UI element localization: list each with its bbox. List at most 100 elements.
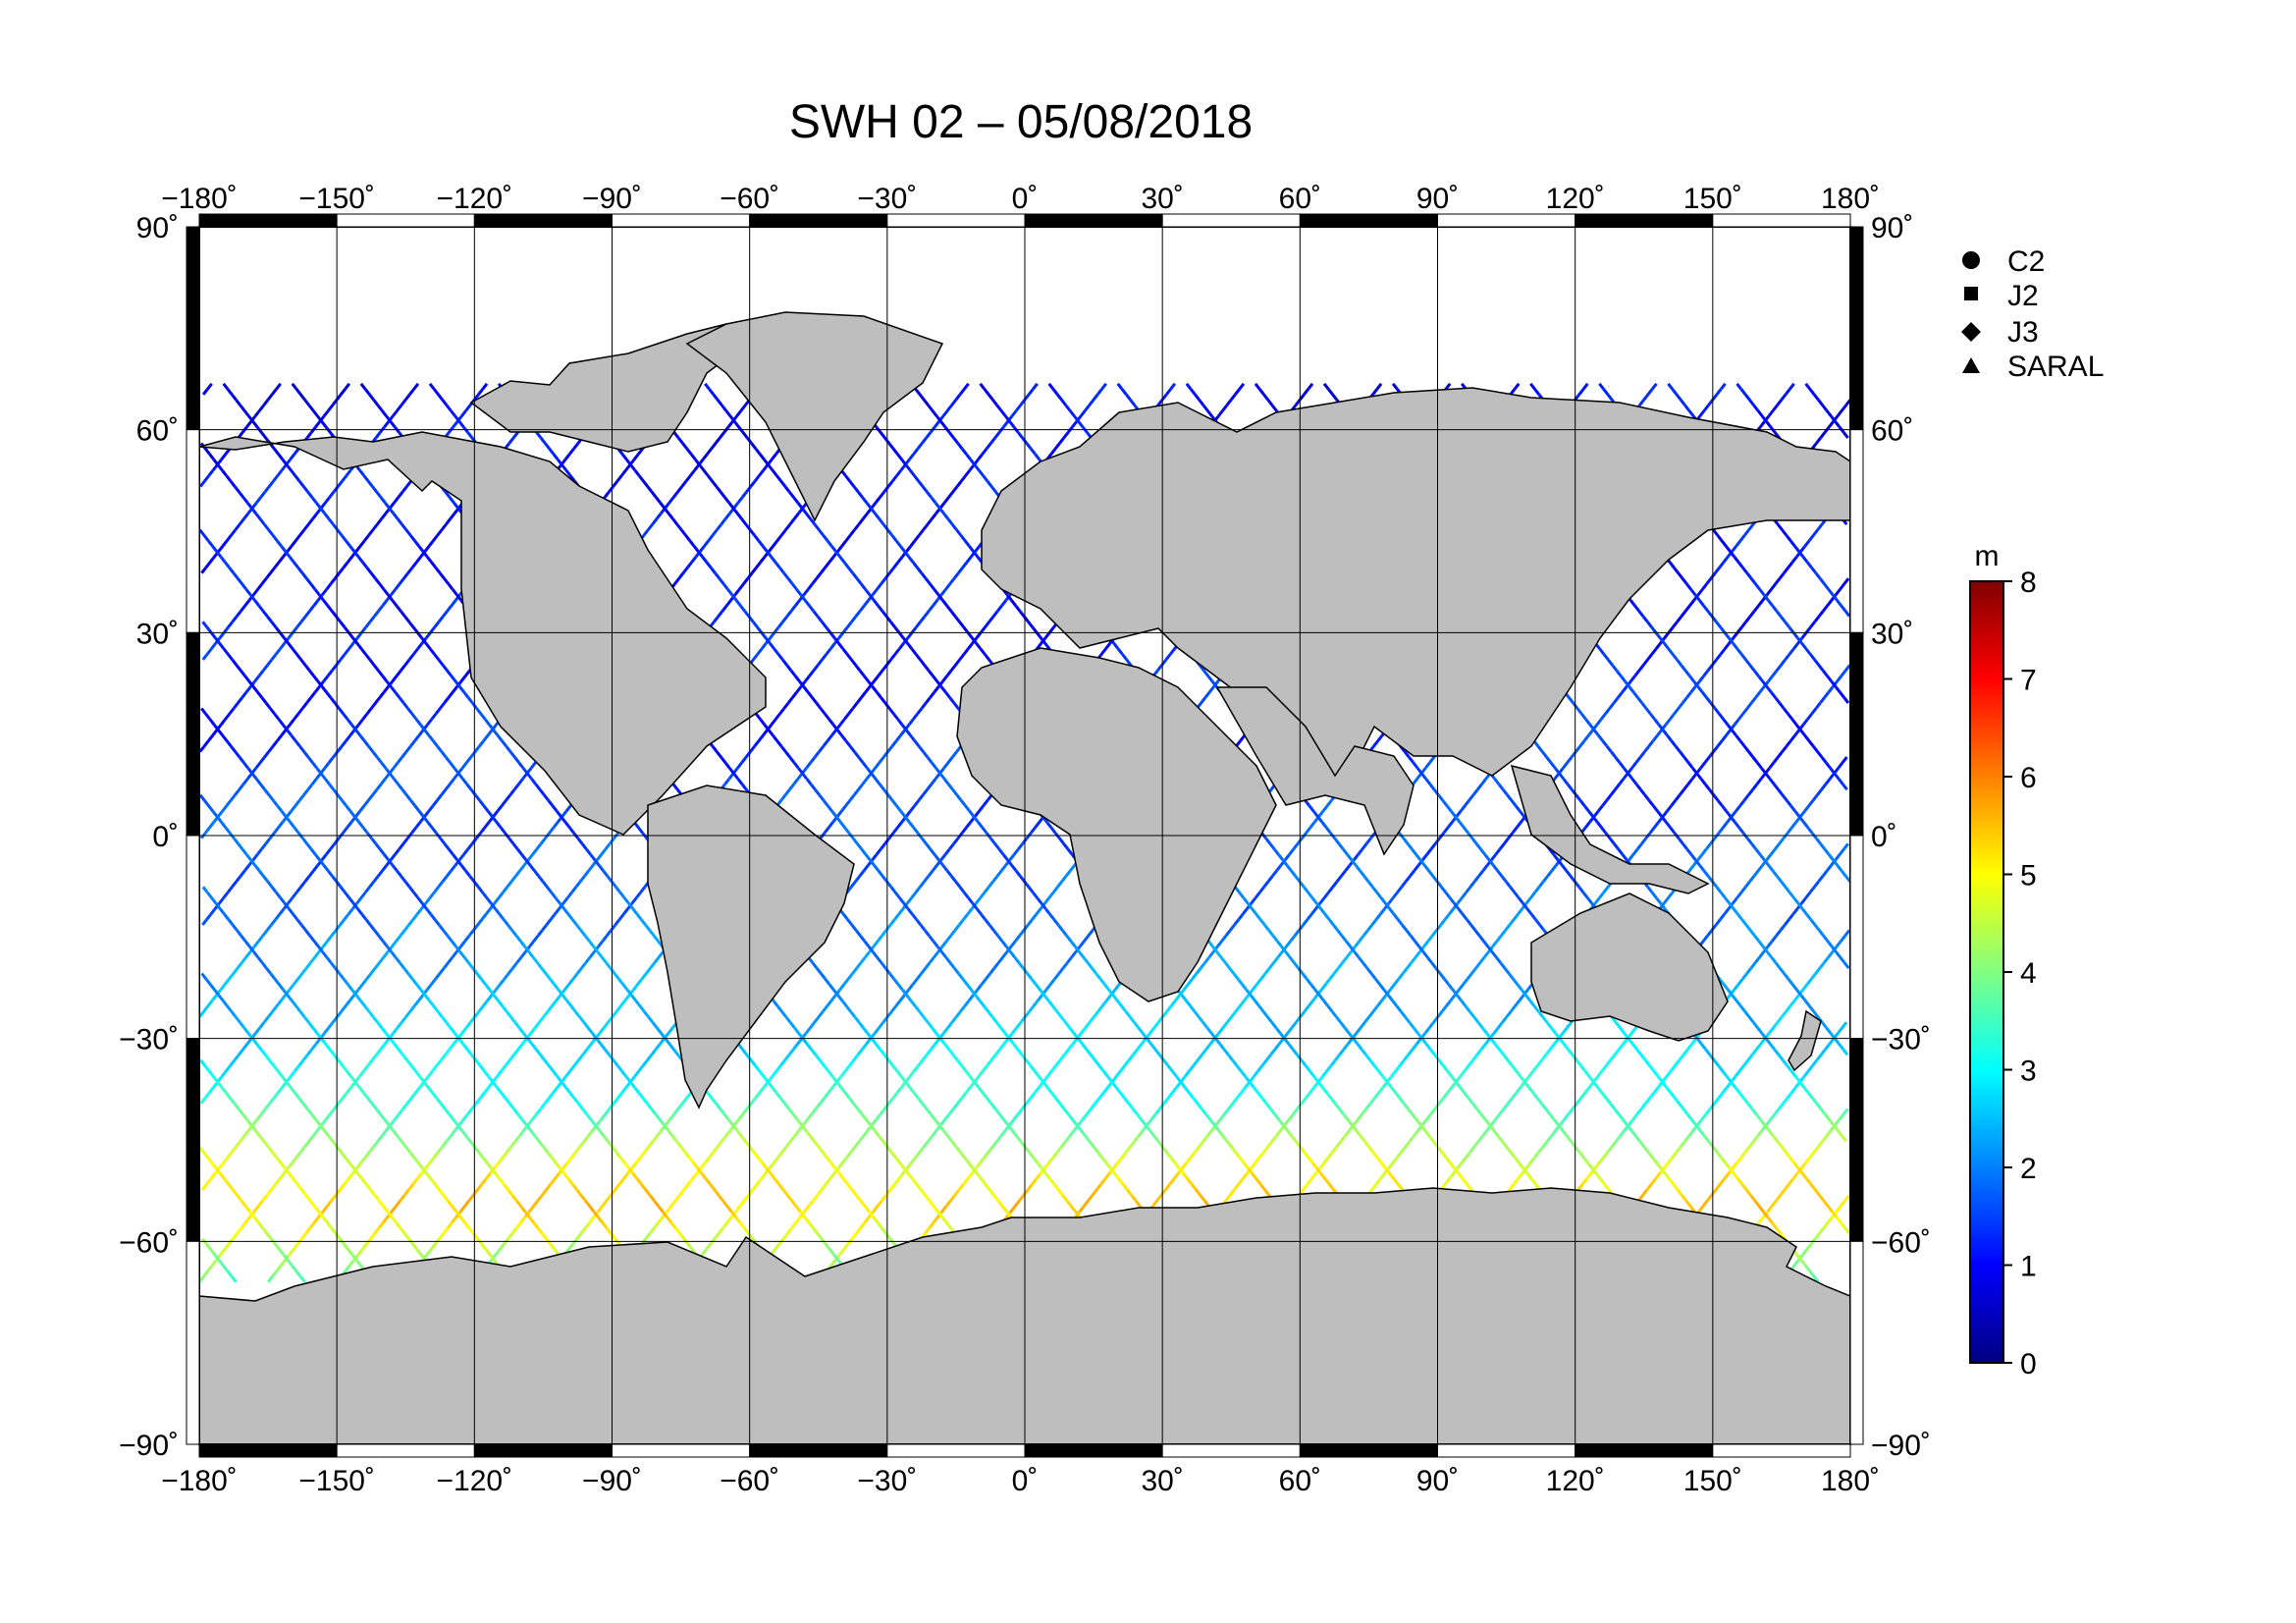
- swh-track-segment: [345, 734, 351, 742]
- swh-track-segment: [1497, 1021, 1504, 1029]
- swh-track-segment: [390, 588, 397, 596]
- swh-track-segment: [1489, 1118, 1497, 1126]
- swh-track-segment: [653, 1221, 660, 1229]
- swh-track-segment: [498, 891, 505, 899]
- swh-track-segment: [1354, 940, 1362, 947]
- swh-track-segment: [561, 1162, 569, 1169]
- swh-track-segment: [484, 1172, 492, 1180]
- swh-track-segment: [1504, 924, 1512, 932]
- swh-track-segment: [1238, 382, 1246, 391]
- swh-track-segment: [304, 610, 311, 618]
- swh-track-segment: [245, 420, 252, 428]
- swh-track-segment: [443, 696, 451, 704]
- swh-track-segment: [1679, 788, 1685, 796]
- swh-track-segment: [788, 783, 795, 791]
- swh-track-segment: [235, 610, 242, 618]
- swh-track-segment: [1700, 1112, 1708, 1121]
- swh-track-segment: [980, 978, 988, 986]
- swh-track-segment: [957, 1183, 965, 1191]
- swh-track-segment: [723, 778, 731, 785]
- swh-track-segment: [1597, 1156, 1605, 1164]
- swh-track-segment: [1700, 847, 1708, 856]
- swh-track-segment: [1207, 950, 1215, 958]
- swh-track-segment: [828, 821, 834, 829]
- swh-track-segment: [240, 604, 246, 613]
- swh-track-segment: [838, 718, 846, 726]
- swh-track-segment: [1043, 896, 1051, 904]
- swh-track-segment: [1096, 388, 1103, 396]
- swh-track-segment: [1807, 799, 1815, 807]
- swh-track-segment: [780, 1145, 788, 1154]
- swh-track-segment: [1265, 1054, 1272, 1061]
- swh-track-segment: [479, 1091, 486, 1100]
- swh-track-segment: [365, 707, 373, 715]
- swh-track-segment: [1464, 799, 1470, 807]
- swh-track-segment: [327, 404, 334, 412]
- swh-track-segment: [659, 1037, 666, 1046]
- swh-track-segment: [277, 556, 285, 564]
- swh-track-segment: [415, 1172, 423, 1180]
- swh-track-segment: [584, 1221, 591, 1229]
- swh-track-segment: [1808, 1151, 1816, 1159]
- swh-track-segment: [774, 1243, 780, 1251]
- swh-track-segment: [853, 523, 861, 531]
- swh-track-segment: [234, 788, 240, 796]
- swh-track-segment: [1731, 1162, 1738, 1169]
- swh-track-segment: [1601, 799, 1608, 807]
- swh-track-segment: [324, 1112, 332, 1121]
- swh-track-segment: [541, 924, 548, 932]
- swh-track-segment: [792, 1043, 799, 1051]
- swh-track-segment: [567, 1243, 574, 1251]
- swh-track-segment: [650, 1048, 658, 1056]
- swh-track-segment: [238, 517, 245, 526]
- swh-track-segment: [511, 431, 519, 439]
- swh-track-segment: [304, 961, 312, 969]
- swh-track-segment: [881, 929, 888, 937]
- swh-track-segment: [821, 653, 828, 661]
- swh-track-segment: [1813, 615, 1821, 623]
- swh-track-segment: [546, 1004, 554, 1013]
- swh-track-segment: [828, 556, 835, 564]
- swh-track-segment: [391, 675, 399, 682]
- swh-track-segment: [1268, 961, 1275, 969]
- swh-track-segment: [887, 1097, 894, 1105]
- swh-track-segment: [721, 604, 728, 613]
- swh-track-segment: [1347, 1037, 1354, 1046]
- swh-track-segment: [838, 983, 846, 991]
- swh-track-segment: [1735, 891, 1743, 899]
- swh-track-segment: [989, 437, 996, 445]
- swh-track-segment: [278, 1172, 286, 1180]
- swh-track-segment: [942, 761, 950, 770]
- swh-track-segment: [1799, 545, 1807, 553]
- swh-track-segment: [905, 1162, 913, 1169]
- swh-track-segment: [649, 1226, 656, 1234]
- swh-track-segment: [269, 1183, 277, 1191]
- swh-track-segment: [460, 1026, 468, 1035]
- swh-track-segment: [440, 1054, 447, 1061]
- swh-track-segment: [961, 826, 968, 835]
- swh-track-segment: [1645, 1183, 1653, 1191]
- swh-track-segment: [1685, 691, 1692, 699]
- swh-track-segment: [252, 588, 259, 596]
- swh-track-segment: [873, 675, 880, 682]
- swh-track-segment: [1136, 1043, 1144, 1051]
- swh-track-segment: [578, 875, 586, 883]
- swh-track-segment: [383, 420, 391, 428]
- swh-track-segment: [1475, 1048, 1483, 1056]
- swh-track-segment: [1501, 1015, 1509, 1024]
- swh-track-segment: [324, 496, 331, 504]
- swh-track-segment: [778, 707, 785, 715]
- swh-track-segment: [521, 1037, 528, 1046]
- swh-track-segment: [294, 1151, 302, 1159]
- swh-track-segment: [513, 1134, 521, 1143]
- swh-track-segment: [1702, 669, 1710, 677]
- swh-track-segment: [326, 1200, 333, 1208]
- swh-track-segment: [712, 1145, 720, 1154]
- swh-track-segment: [1250, 896, 1257, 904]
- swh-track-segment: [760, 1172, 767, 1180]
- swh-track-segment: [1511, 1091, 1519, 1100]
- swh-track-segment: [1259, 972, 1267, 980]
- swh-track-segment: [918, 528, 925, 537]
- swh-track-segment: [1171, 1086, 1178, 1094]
- swh-track-segment: [330, 929, 338, 937]
